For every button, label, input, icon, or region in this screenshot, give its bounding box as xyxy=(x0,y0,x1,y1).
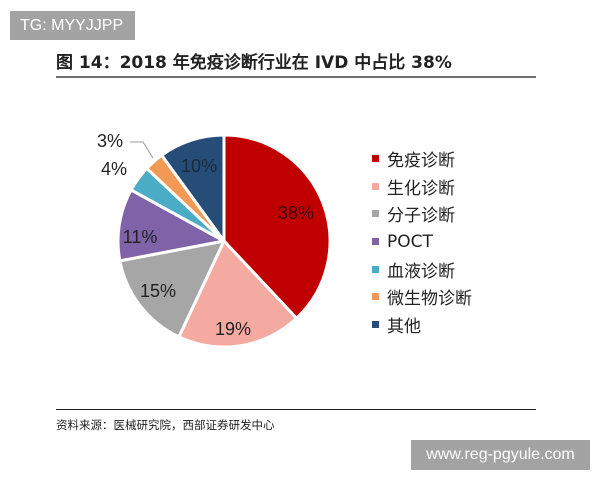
legend-swatch xyxy=(372,182,379,190)
legend-item-other: 其他 xyxy=(372,311,472,339)
watermark-top: TG: MYYJJPP xyxy=(10,11,135,40)
legend-swatch xyxy=(372,155,379,163)
pie-slice-1 xyxy=(177,239,299,349)
pie-slice-2 xyxy=(118,239,226,339)
pie-label-6: 10% xyxy=(181,156,217,176)
pie-slice-0 xyxy=(222,133,332,320)
legend-item-poct: POCT xyxy=(372,228,472,256)
chart-legend: 免疫诊断 生化诊断 分子诊断 POCT 血液诊断 微生物诊断 其他 xyxy=(372,145,472,338)
legend-item-molecular: 分子诊断 xyxy=(372,200,472,228)
pie-label-0: 38% xyxy=(278,203,314,223)
pie-label-5: 3% xyxy=(97,131,123,151)
legend-swatch xyxy=(372,210,379,218)
legend-item-hematology: 血液诊断 xyxy=(372,255,472,283)
legend-label: 其他 xyxy=(387,316,421,337)
source-note: 资料来源：医械研究院，西部证券研发中心 xyxy=(56,418,275,432)
legend-label: 分子诊断 xyxy=(387,206,455,227)
legend-swatch xyxy=(372,320,379,328)
legend-swatch xyxy=(372,238,379,246)
legend-label: 血液诊断 xyxy=(387,261,455,282)
watermark-bottom: www.reg-pgyule.com xyxy=(411,440,590,470)
legend-item-immunodiagnostics: 免疫诊断 xyxy=(372,145,472,173)
pie-slice-6 xyxy=(160,133,226,243)
leader-line xyxy=(130,141,154,159)
legend-label: 微生物诊断 xyxy=(387,289,472,310)
chart-title: 图 14：2018 年免疫诊断行业在 IVD 中占比 38% xyxy=(56,53,452,73)
pie-label-3: 11% xyxy=(123,227,158,247)
source-divider xyxy=(56,409,536,410)
legend-label: 生化诊断 xyxy=(387,178,455,199)
pie-labels: 38% 19% 15% 11% 4% 3% 10% xyxy=(97,131,314,339)
pie-label-2: 15% xyxy=(140,281,176,301)
legend-label: POCT xyxy=(387,231,433,252)
legend-swatch xyxy=(372,293,379,301)
pie-label-1: 19% xyxy=(215,319,251,339)
legend-item-biochemical: 生化诊断 xyxy=(372,173,472,201)
pie-slices xyxy=(116,133,332,349)
legend-label: 免疫诊断 xyxy=(387,151,455,172)
pie-label-4: 4% xyxy=(101,159,127,179)
legend-item-microbiology: 微生物诊断 xyxy=(372,283,472,311)
title-divider xyxy=(56,76,536,78)
legend-swatch xyxy=(372,265,379,273)
